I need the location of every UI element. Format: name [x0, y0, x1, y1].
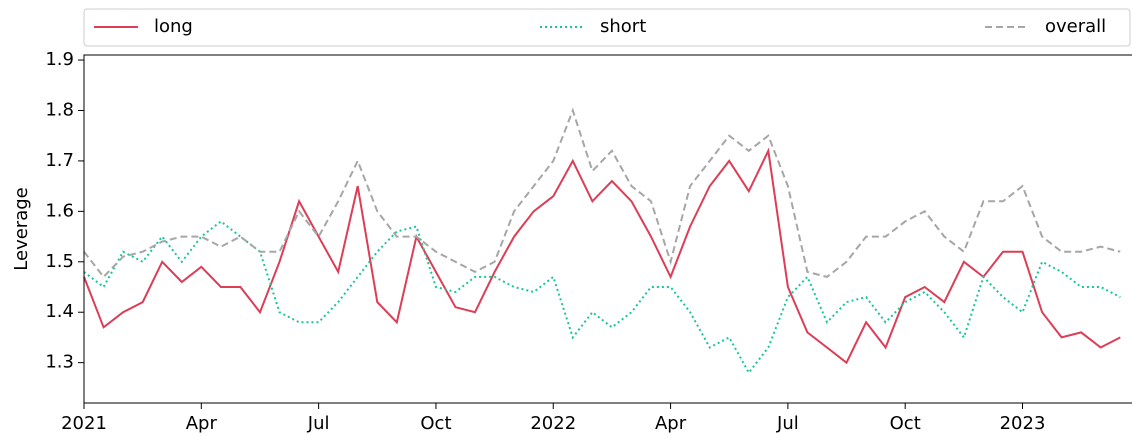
axis-frame — [83, 54, 1132, 404]
y-tick-label: 1.7 — [45, 150, 74, 171]
x-tick-label: Apr — [186, 413, 218, 434]
x-tick-label: 2023 — [1000, 413, 1046, 434]
legend-box — [83, 8, 1131, 47]
x-tick-label: Oct — [420, 413, 451, 434]
x-tick-label: Jul — [776, 413, 799, 434]
x-tick-label: Jul — [307, 413, 330, 434]
y-tick-label: 1.9 — [45, 49, 74, 70]
series-line — [83, 107, 1121, 279]
series-line — [83, 220, 1121, 375]
y-tick-label: 1.6 — [45, 200, 74, 221]
legend-label: short — [600, 16, 646, 37]
y-axis-label: Leverage — [11, 187, 32, 270]
y-tick-label: 1.5 — [45, 251, 74, 272]
x-tick-label: Apr — [655, 413, 687, 434]
y-tick-label: 1.3 — [45, 352, 74, 373]
legend-label: long — [154, 16, 193, 37]
x-tick-label: 2022 — [530, 413, 576, 434]
series-line — [83, 147, 1121, 365]
legend-label: overall — [1045, 16, 1106, 37]
x-tick-label: Oct — [890, 413, 921, 434]
x-tick-label: 2021 — [61, 413, 107, 434]
y-tick-label: 1.8 — [45, 99, 74, 120]
y-tick-label: 1.4 — [45, 301, 74, 322]
